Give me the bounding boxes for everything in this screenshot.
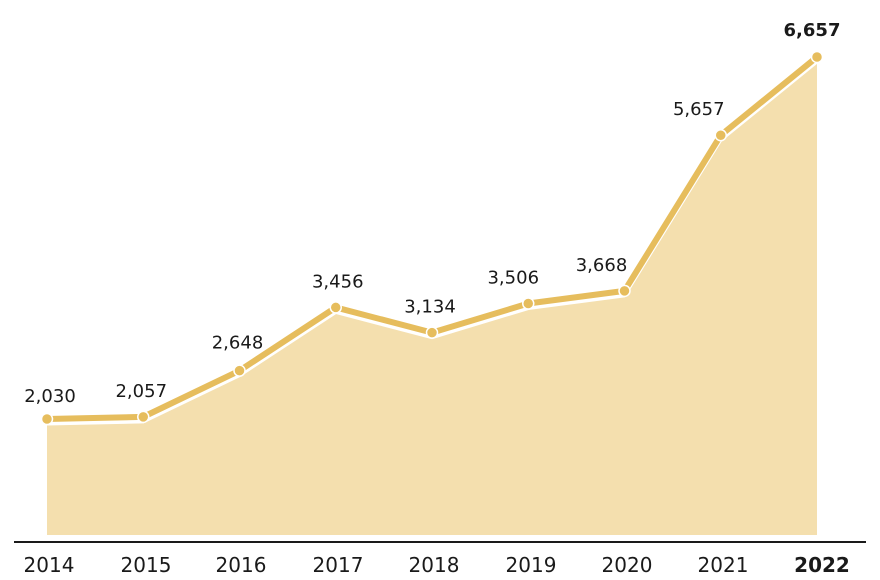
data-points bbox=[40, 50, 824, 426]
x-tick-label-2016: 2016 bbox=[216, 553, 267, 577]
data-label-2017: 3,456 bbox=[312, 271, 364, 292]
data-label-2022: 6,657 bbox=[784, 20, 841, 41]
data-label-2014: 2,030 bbox=[24, 386, 76, 407]
x-tick-label-2019: 2019 bbox=[506, 553, 557, 577]
data-point-2014 bbox=[40, 412, 54, 426]
data-point-2021 bbox=[714, 128, 727, 142]
data-point-2015 bbox=[137, 410, 150, 424]
data-label-2015: 2,057 bbox=[115, 381, 167, 402]
data-point-2019 bbox=[522, 297, 535, 310]
data-label-2020: 3,668 bbox=[576, 255, 628, 276]
x-tick-label-2017: 2017 bbox=[313, 553, 364, 577]
data-label-2021: 5,657 bbox=[673, 99, 725, 120]
data-point-2020 bbox=[618, 284, 631, 298]
x-tick-label-2021: 2021 bbox=[698, 553, 749, 577]
x-tick-label-2018: 2018 bbox=[409, 553, 460, 577]
x-tick-label-2022: 2022 bbox=[794, 553, 850, 577]
data-point-2018 bbox=[425, 326, 439, 339]
data-label-2018: 3,134 bbox=[404, 297, 456, 318]
area-fill bbox=[47, 63, 817, 535]
data-point-2017 bbox=[329, 301, 342, 314]
x-tick-label-2015: 2015 bbox=[121, 553, 172, 577]
x-tick-label-2014: 2014 bbox=[24, 553, 75, 577]
x-tick-label-2020: 2020 bbox=[602, 553, 653, 577]
data-label-2019: 3,506 bbox=[487, 268, 539, 289]
data-point-2022 bbox=[810, 50, 824, 64]
data-label-2016: 2,648 bbox=[212, 333, 264, 354]
x-axis-tick-labels: 2014 2015 2016 2017 2018 2019 2020 2021 2022 bbox=[24, 553, 850, 577]
data-point-2016 bbox=[233, 364, 246, 377]
data-labels: 2,030 2,057 2,648 3,456 3,134 3,506 3,668 5,657… bbox=[24, 20, 840, 407]
